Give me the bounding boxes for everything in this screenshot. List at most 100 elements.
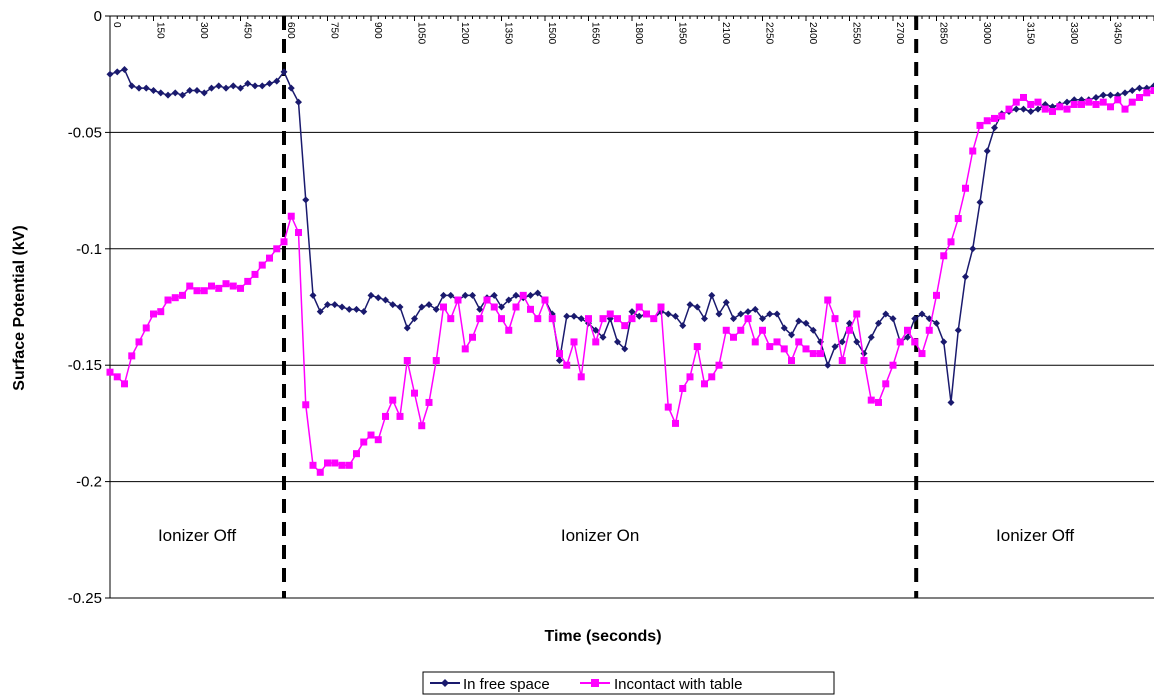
series-1-point [672, 419, 679, 427]
series-1-point [1005, 105, 1013, 113]
series-1-point [527, 305, 534, 313]
x-tick-label-6: 900 [372, 22, 383, 39]
series-1-point [1099, 98, 1107, 106]
series-0-point [490, 291, 498, 299]
x-tick-label-5: 750 [329, 22, 340, 39]
y-tick-label-3: -0.15 [68, 357, 102, 374]
series-0-point [425, 301, 433, 309]
series-1-point [635, 303, 643, 311]
series-1-point [113, 373, 121, 381]
series-1-point [867, 396, 875, 404]
series-0-point [875, 319, 882, 327]
series-1-point [606, 310, 614, 318]
series-0-point [200, 89, 208, 97]
x-tick-label-4: 600 [285, 22, 296, 39]
series-0-point [614, 338, 621, 346]
series-1-point [447, 315, 455, 323]
x-tick-label-12: 1800 [633, 22, 644, 45]
series-1-point [345, 461, 353, 469]
series-0-point [1092, 93, 1100, 101]
series-1-point [1114, 96, 1122, 104]
series-0-point [1128, 86, 1136, 94]
series-1-point [686, 373, 694, 381]
series-0-point [577, 315, 585, 323]
series-0-point [664, 310, 672, 318]
series-0-point [751, 305, 759, 313]
series-1-point [1012, 98, 1020, 106]
series-1-point [664, 403, 672, 411]
series-0-point [287, 84, 295, 92]
series-1-point [708, 373, 716, 381]
series-1-point [186, 282, 194, 290]
series-0-point [1034, 105, 1042, 113]
series-1-point [1121, 105, 1129, 113]
series-1-point [389, 396, 397, 404]
series-0-point [867, 333, 875, 341]
region-label-0: Ionizer Off [158, 526, 236, 545]
series-0-point [222, 84, 230, 92]
series-1-point [222, 280, 230, 288]
series-0-point [229, 82, 237, 90]
series-0-point [693, 303, 701, 311]
series-0-point [396, 303, 404, 311]
series-1-point [1027, 100, 1035, 108]
series-1-point [396, 412, 404, 420]
series-0-point [672, 312, 679, 320]
series-0-point [563, 312, 571, 320]
x-tick-label-1: 150 [155, 22, 166, 39]
series-0-point [505, 296, 513, 304]
series-1-point [367, 431, 375, 439]
series-1-point [295, 229, 302, 237]
series-1-point [701, 380, 708, 388]
x-tick-label-9: 1350 [503, 22, 514, 45]
series-0-point [788, 331, 795, 339]
series-0-point [113, 68, 121, 76]
series-0-point [215, 82, 223, 90]
series-1-point [1150, 86, 1154, 94]
series-1-point [918, 350, 926, 358]
series-0-point [273, 77, 281, 85]
x-tick-label-22: 3300 [1068, 22, 1079, 45]
series-1-point [860, 357, 868, 365]
series-0-point [759, 315, 766, 323]
series-0-point [258, 82, 266, 90]
series-1-point [599, 315, 607, 323]
series-0-point [360, 308, 368, 316]
series-1-point [947, 238, 955, 246]
series-1-point [780, 345, 788, 353]
series-0-point [730, 315, 737, 323]
series-1-point [556, 350, 563, 358]
series-0-point [722, 298, 730, 306]
series-0-point [1107, 91, 1114, 99]
series-1-point [969, 147, 977, 155]
series-1-point [106, 368, 114, 376]
series-1-point [657, 303, 665, 311]
series-0-point [440, 291, 447, 299]
region-label-2: Ionizer Off [996, 526, 1074, 545]
y-axis-title: Surface Potential (kV) [11, 225, 28, 390]
series-1-point [1078, 100, 1085, 108]
series-1-point [730, 333, 737, 341]
series-0-point [106, 70, 114, 78]
series-1-point [302, 401, 310, 409]
series-0-point [302, 196, 310, 204]
series-1-point [1136, 93, 1143, 101]
series-0-point [556, 357, 563, 365]
series-1-point [476, 315, 484, 323]
series-0-point [432, 305, 440, 313]
series-0-point [345, 305, 353, 313]
series-0-point [244, 80, 252, 88]
series-1-point [316, 468, 324, 476]
series-0-point [237, 84, 244, 92]
series-1-point [244, 277, 252, 285]
series-1-point [164, 296, 172, 304]
x-tick-label-15: 2250 [764, 22, 775, 45]
series-1-point [498, 315, 505, 323]
series-1-point [1085, 98, 1093, 106]
x-tick-label-0: 0 [111, 22, 122, 28]
x-tick-label-20: 3000 [981, 22, 992, 45]
series-1-point [628, 315, 636, 323]
series-1-point [403, 357, 411, 365]
series-1-point [1092, 100, 1100, 108]
series-1-point [976, 121, 984, 129]
